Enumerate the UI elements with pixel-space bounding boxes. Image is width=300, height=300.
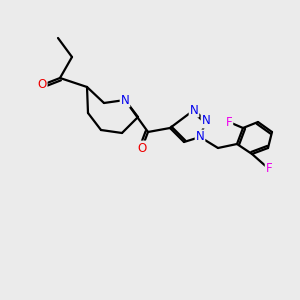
Text: F: F: [266, 163, 272, 176]
Text: N: N: [190, 103, 198, 116]
Text: N: N: [196, 130, 204, 143]
Text: O: O: [38, 79, 46, 92]
Text: N: N: [121, 94, 129, 106]
Text: F: F: [226, 116, 232, 128]
Text: O: O: [137, 142, 147, 154]
Text: N: N: [202, 115, 210, 128]
